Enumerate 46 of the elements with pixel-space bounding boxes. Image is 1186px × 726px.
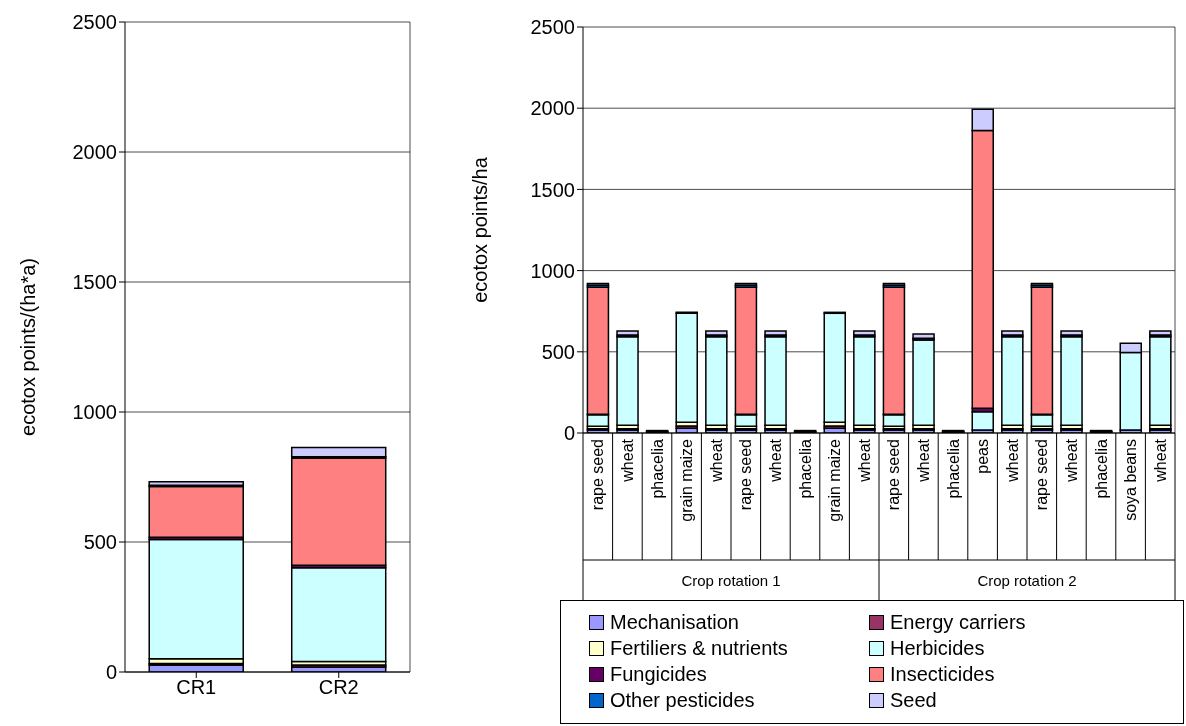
x-tick-label: phacelia <box>796 438 814 499</box>
y-tick-label: 0 <box>105 661 117 684</box>
x-tick-label: CR2 <box>318 676 359 699</box>
y-tick-label: 2500 <box>530 16 575 39</box>
y-tick-label: 2000 <box>530 97 575 120</box>
legend-label: Fungicides <box>610 662 707 686</box>
y-tick-label: 2000 <box>72 141 117 164</box>
x-tick-label: wheat <box>914 438 932 483</box>
x-tick-label: wheat <box>855 438 873 483</box>
y-tick-label: 1000 <box>530 259 575 282</box>
x-tick-label: phacelia <box>944 438 962 499</box>
x-tick-label: peas <box>974 439 992 474</box>
x-tick-label: wheat <box>766 438 784 483</box>
x-tick-label: phacelia <box>1092 438 1110 499</box>
x-tick-label: rape seed <box>737 439 755 511</box>
y-tick-label: 1500 <box>530 178 575 201</box>
x-tick-label: phacelia <box>648 438 666 499</box>
legend-label: Other pesticides <box>610 688 755 712</box>
x-tick-label: wheat <box>618 438 636 483</box>
y-axis-title: ecotox points/(ha*a) <box>17 258 40 436</box>
text: Crop rotation 2 <box>977 571 1077 589</box>
y-tick-label: 1000 <box>72 401 117 424</box>
legend-label: Herbicides <box>890 636 985 660</box>
y-tick-label: 0 <box>563 422 575 445</box>
x-tick-label: wheat <box>1003 438 1021 483</box>
x-tick-label: wheat <box>1151 438 1169 483</box>
x-tick-label: wheat <box>1062 438 1080 483</box>
legend-label: Seed <box>890 688 937 712</box>
x-tick-label: rape seed <box>1033 439 1051 511</box>
legend-label: Energy carriers <box>890 610 1026 634</box>
x-tick-label: grain maize <box>678 438 696 522</box>
y-tick-label: 1500 <box>72 271 117 294</box>
legend-label: Mechanisation <box>610 610 739 634</box>
y-axis-title: ecotox points/ha <box>469 156 492 303</box>
x-tick-label: rape seed <box>885 439 903 511</box>
x-tick-label: rape seed <box>589 439 607 511</box>
legend-label: Fertiliers & nutrients <box>610 636 788 660</box>
text: Crop rotation 1 <box>681 571 781 589</box>
x-tick-label: CR1 <box>176 676 217 699</box>
y-tick-label: 500 <box>541 340 575 363</box>
y-tick-label: 2500 <box>72 11 117 34</box>
x-tick-label: grain maize <box>826 438 844 522</box>
x-tick-label: wheat <box>707 438 725 483</box>
y-tick-label: 500 <box>83 531 117 554</box>
legend-label: Insecticides <box>890 662 995 686</box>
x-tick-label: soya beans <box>1122 439 1140 521</box>
